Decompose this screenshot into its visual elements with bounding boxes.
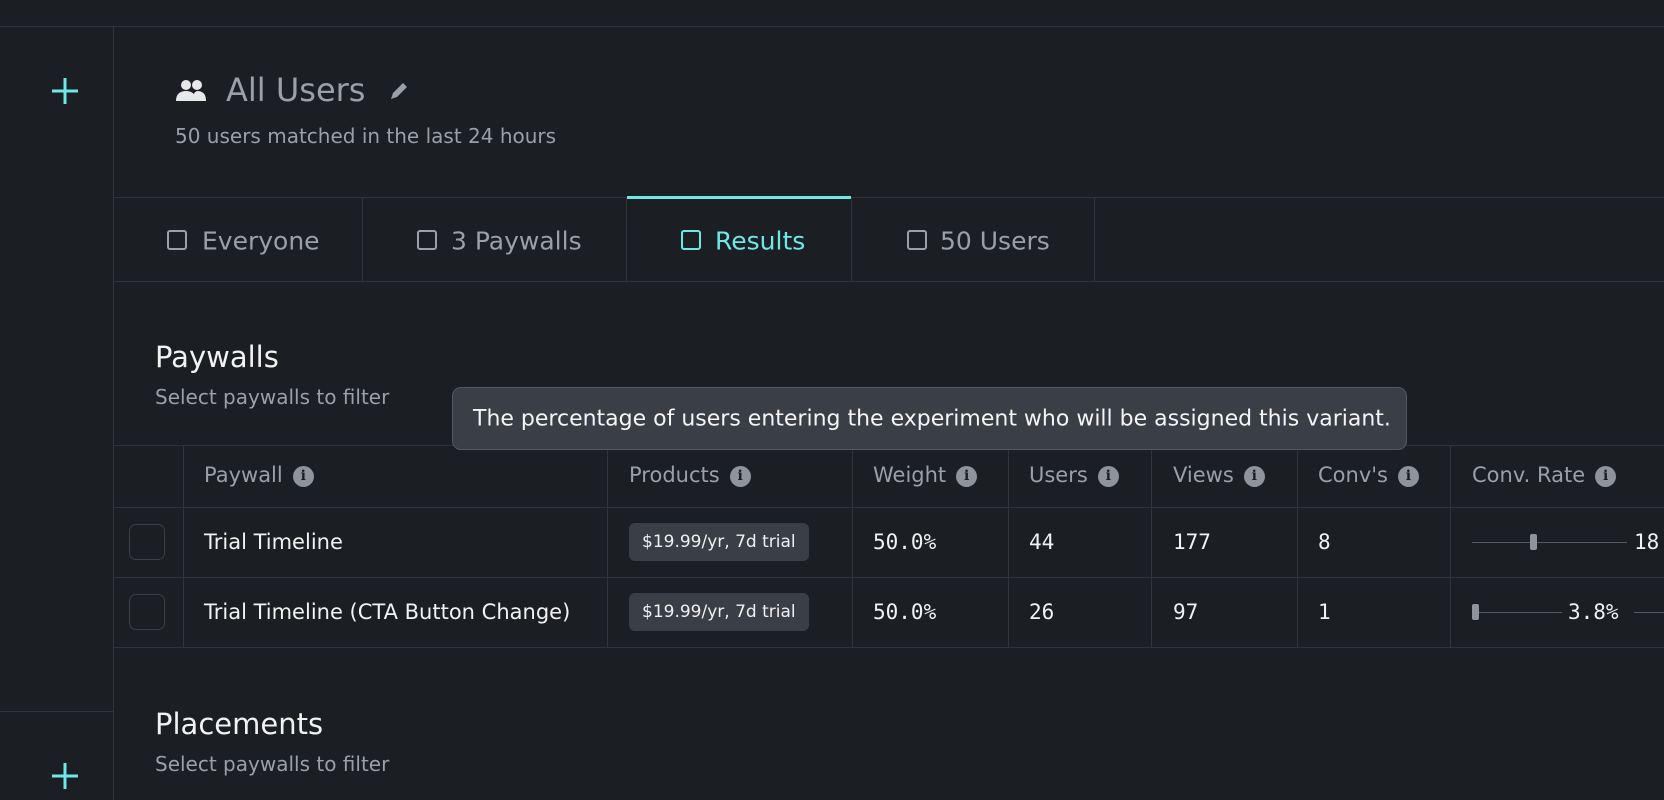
divider	[113, 281, 1664, 282]
column-header: Weight i	[873, 463, 978, 487]
tab-icon	[167, 230, 187, 250]
paywall-name: Trial Timeline (CTA Button Change)	[204, 600, 571, 624]
column-divider	[1450, 445, 1451, 647]
info-icon[interactable]: i	[1595, 465, 1617, 487]
checkbox[interactable]	[129, 594, 165, 630]
cell: 177	[1173, 530, 1211, 554]
subtitle: 50 users matched in the last 24 hours	[175, 124, 557, 148]
tab-divider	[362, 197, 363, 281]
column-header: Users i	[1029, 463, 1119, 487]
tooltip: The percentage of users entering the exp…	[452, 387, 1407, 450]
divider	[0, 26, 1664, 27]
info-icon[interactable]: i	[729, 465, 751, 487]
cell: 44	[1029, 530, 1055, 554]
column-divider	[1151, 445, 1152, 647]
column-divider	[1008, 445, 1009, 647]
tab-label: Results	[715, 226, 806, 256]
cell: 26	[1029, 600, 1055, 624]
edit-button[interactable]	[388, 80, 410, 102]
sidebar-border	[113, 27, 114, 800]
table-line	[113, 647, 1664, 648]
info-icon[interactable]: i	[292, 465, 314, 487]
tab-divider	[851, 197, 852, 281]
header-text: Weight	[873, 463, 947, 487]
divider	[113, 197, 1664, 198]
tab-label: Everyone	[202, 226, 320, 256]
tab-icon	[907, 230, 927, 250]
column-header: Paywall i	[204, 463, 314, 487]
cell: 50.0%	[873, 600, 937, 624]
column-header: Conv. Rate i	[1472, 463, 1617, 487]
paywall-name: Trial Timeline	[204, 530, 343, 554]
add-button[interactable]	[50, 761, 80, 791]
add-button[interactable]	[50, 76, 80, 106]
column-divider	[852, 445, 853, 647]
product-badge: $19.99/yr, 7d trial	[629, 523, 809, 561]
product-badge: $19.99/yr, 7d trial	[629, 593, 809, 631]
section-subtitle: Select paywalls to filter	[155, 752, 390, 776]
cell: 8	[1318, 530, 1331, 554]
slider-track	[1475, 612, 1562, 613]
cell: 97	[1173, 600, 1199, 624]
info-icon[interactable]: i	[1397, 465, 1419, 487]
cell: 50.0%	[873, 530, 937, 554]
tooltip-text: The percentage of users entering the exp…	[473, 406, 1391, 432]
tab-label: 3 Paywalls	[451, 226, 582, 256]
cell: 3.8%	[1568, 600, 1619, 624]
header-text: Views	[1173, 463, 1234, 487]
active-indicator	[627, 196, 851, 199]
table-line	[113, 507, 1664, 508]
tab-icon	[417, 230, 437, 250]
slider-track	[1472, 542, 1627, 543]
column-header: Views i	[1173, 463, 1265, 487]
slider-thumb	[1530, 534, 1537, 550]
divider	[0, 711, 113, 712]
tab-divider	[1094, 197, 1095, 281]
column-header: Conv's i	[1318, 463, 1419, 487]
column-divider	[607, 445, 608, 647]
table-line	[113, 577, 1664, 578]
header-text: Conv. Rate	[1472, 463, 1586, 487]
header-text: Users	[1029, 463, 1088, 487]
users-icon	[176, 80, 206, 101]
tab-icon	[681, 230, 701, 250]
info-icon[interactable]: i	[1243, 465, 1265, 487]
section-subtitle: Select paywalls to filter	[155, 385, 390, 409]
cell: 1	[1318, 600, 1331, 624]
section-title: Placements	[155, 707, 324, 741]
checkbox[interactable]	[129, 524, 165, 560]
tab-label: 50 Users	[940, 226, 1050, 256]
info-icon[interactable]: i	[956, 465, 978, 487]
header-text: Conv's	[1318, 463, 1388, 487]
cell: 18	[1634, 530, 1660, 554]
column-divider	[183, 445, 184, 647]
page-title: All Users	[226, 71, 366, 109]
info-icon[interactable]: i	[1097, 465, 1119, 487]
slider-track	[1634, 612, 1664, 613]
tab-divider	[626, 197, 627, 281]
column-divider	[1297, 445, 1298, 647]
section-title: Paywalls	[155, 340, 279, 374]
header-text: Paywall	[204, 463, 283, 487]
slider-thumb	[1472, 604, 1479, 620]
column-header: Products i	[629, 463, 751, 487]
header-text: Products	[629, 463, 720, 487]
